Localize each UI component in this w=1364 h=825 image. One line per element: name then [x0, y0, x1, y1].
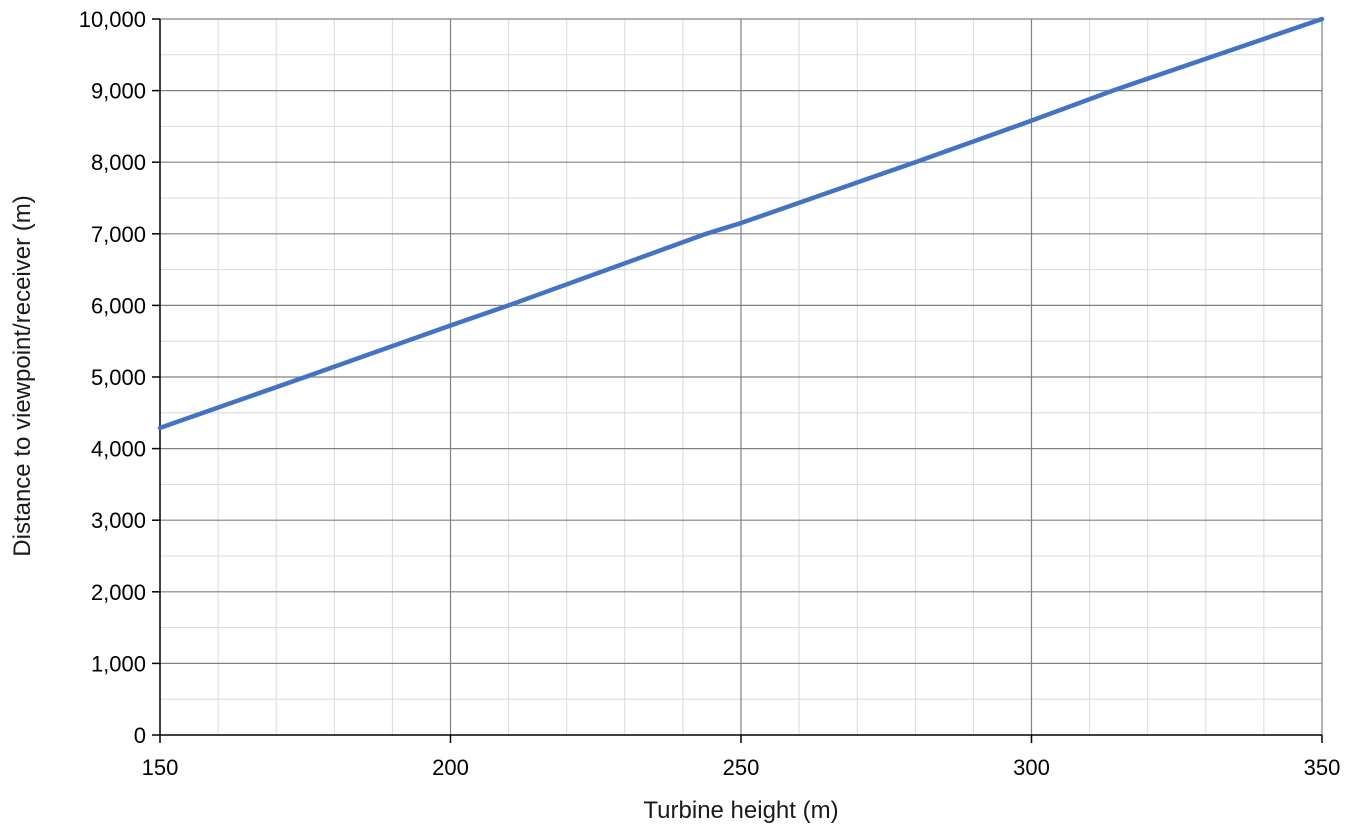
x-tick-label: 150: [142, 755, 179, 780]
y-tick-label: 5,000: [91, 365, 146, 390]
x-tick-label: 200: [432, 755, 469, 780]
x-tick-label: 350: [1304, 755, 1341, 780]
y-tick-label: 2,000: [91, 580, 146, 605]
y-tick-label: 0: [134, 723, 146, 748]
y-tick-label: 6,000: [91, 293, 146, 318]
y-tick-label: 8,000: [91, 150, 146, 175]
y-tick-label: 4,000: [91, 437, 146, 462]
x-tick-label: 300: [1013, 755, 1050, 780]
y-tick-label: 10,000: [79, 7, 146, 32]
major-grid: [160, 18, 1323, 735]
series-layer: [157, 16, 1325, 431]
x-tick-labels: 150 200 250 300 350: [142, 755, 1341, 780]
x-tick-label: 250: [723, 755, 760, 780]
y-tick-label: 3,000: [91, 508, 146, 533]
series-line: [157, 16, 1325, 431]
y-tick-label: 1,000: [91, 651, 146, 676]
y-tick-labels: 0 1,000 2,000 3,000 4,000 5,000 6,000 7,000 8,00…: [79, 7, 146, 748]
y-tick-label: 9,000: [91, 79, 146, 104]
x-axis-title: Turbine height (m): [643, 797, 838, 824]
axes: [152, 18, 1323, 743]
y-tick-label: 7,000: [91, 222, 146, 247]
y-axis-title: Distance to viewpoint/receiver (m): [9, 195, 36, 556]
